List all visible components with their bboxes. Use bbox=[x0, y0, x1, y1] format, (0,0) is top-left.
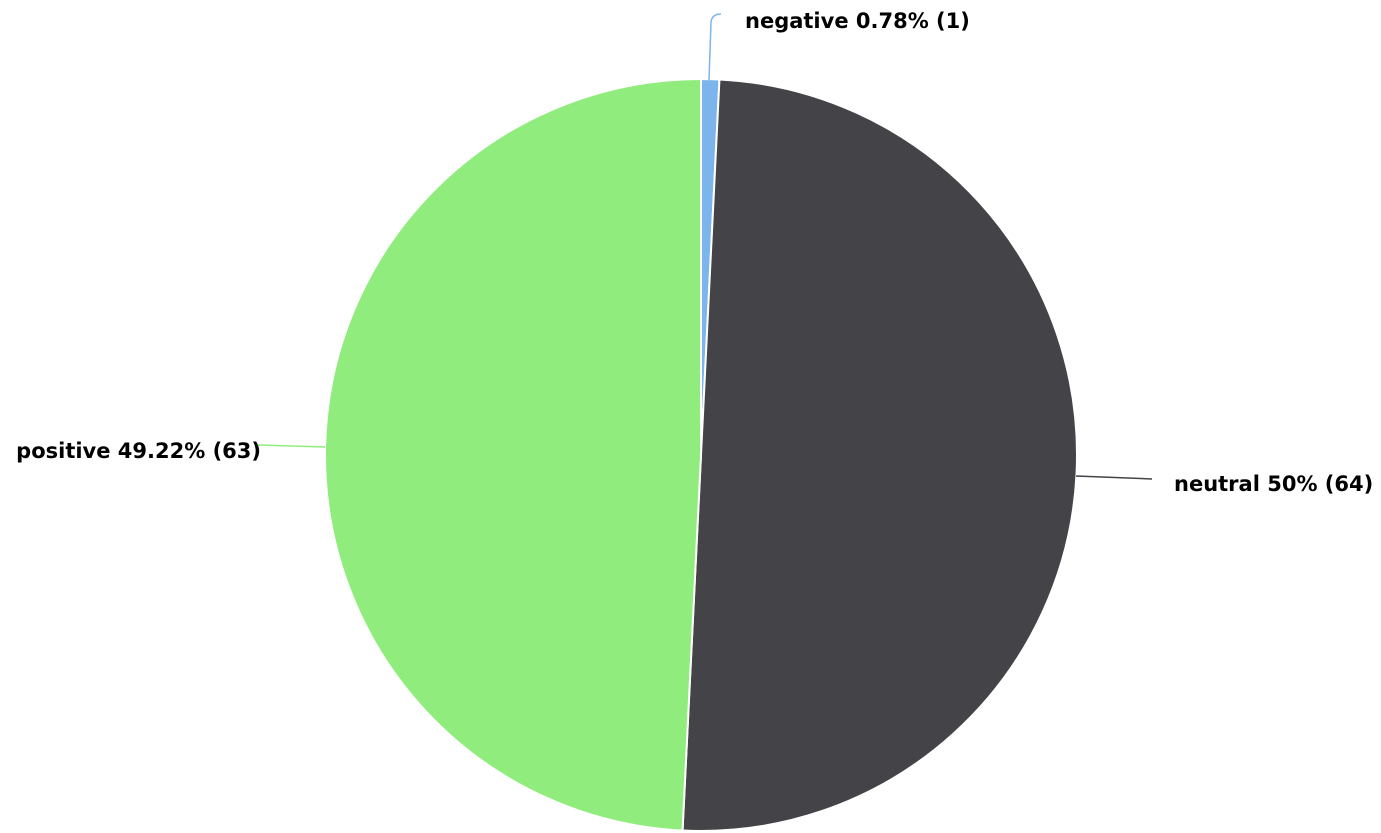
pie-connectors bbox=[257, 13, 1153, 480]
slice-positive[interactable] bbox=[324, 77, 702, 832]
connector-positive bbox=[257, 444, 326, 448]
label-positive: positive 49.22% (63) bbox=[16, 439, 261, 463]
label-negative: negative 0.78% (1) bbox=[745, 9, 970, 33]
pie-slices bbox=[324, 77, 1078, 832]
pie-labels: negative 0.78% (1) neutral 50% (64) positi… bbox=[16, 9, 1373, 496]
slice-neutral[interactable] bbox=[681, 78, 1078, 832]
connector-negative bbox=[708, 13, 722, 81]
label-neutral: neutral 50% (64) bbox=[1174, 472, 1373, 496]
connector-neutral bbox=[1075, 475, 1153, 480]
